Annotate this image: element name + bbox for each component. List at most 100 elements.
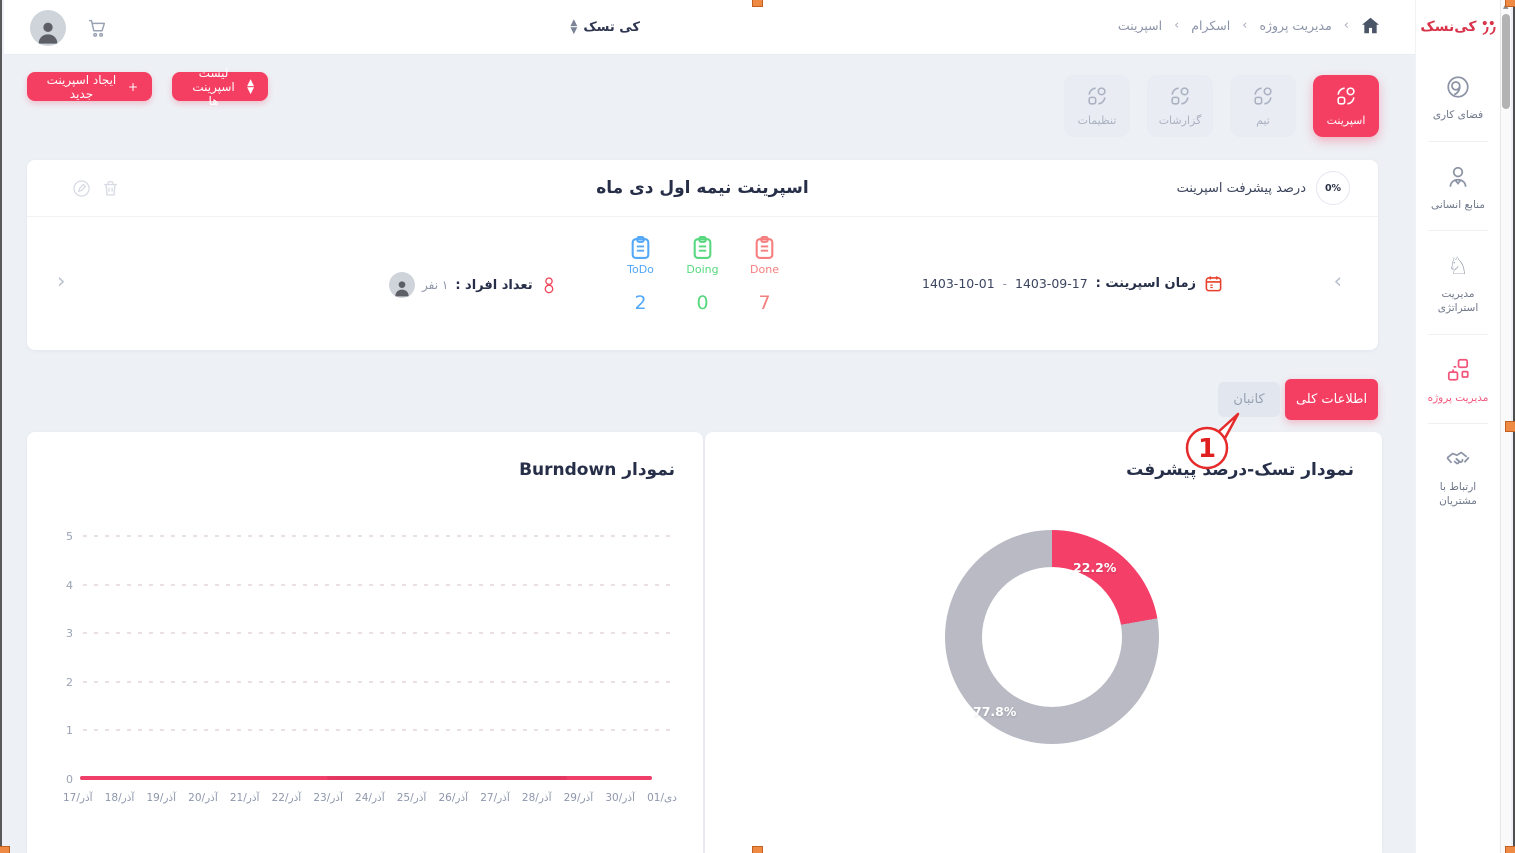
frame-handle-top-center[interactable] [752, 0, 763, 7]
sidebar-divider [1428, 140, 1488, 142]
sprint-card: 0% درصد پیشرفت اسپرینت اسپرینت نیمه اول … [27, 160, 1378, 350]
frame-handle-top-right[interactable] [1505, 0, 1515, 7]
tab-kanban[interactable]: کانبان [1218, 382, 1280, 417]
x-tick: آذر/29 [563, 792, 594, 804]
person-icon [1449, 166, 1467, 187]
breadcrumb-separator: › [1343, 18, 1349, 33]
members-value: ۱ نفر [422, 278, 449, 292]
tab-settings[interactable]: تنظیمات [1064, 75, 1130, 137]
x-tick: دی/01 [647, 792, 677, 804]
burndown-chart-card: نمودار Burndown 5 4 3 2 1 0 آذر/17 آذر/1… [27, 432, 703, 853]
breadcrumb-separator: › [1242, 18, 1248, 33]
status-label: Done [750, 263, 779, 276]
donut-chart-title: نمودار تسک-درصد پیشرفت [1126, 460, 1354, 480]
x-tick: آذر/22 [271, 792, 302, 804]
sprint-list-button[interactable]: ▲ ▼ لیست اسپرینت ها [172, 66, 268, 108]
progress-label: درصد پیشرفت اسپرینت [1176, 180, 1306, 196]
cart-icon[interactable] [86, 17, 108, 39]
sidebar-divider [1428, 423, 1488, 425]
sidebar-item-strategy-management[interactable]: ♘ مدیریت استراتژی [1416, 233, 1500, 331]
sprint-end-date: 1403-10-01 [922, 276, 995, 291]
y-tick: 5 [66, 529, 73, 543]
delete-icon[interactable] [101, 179, 120, 198]
next-sprint-arrow[interactable]: › [1333, 269, 1342, 293]
x-tick: آذر/24 [355, 792, 385, 804]
tab-reports[interactable]: گزارشات [1147, 75, 1213, 137]
sprint-progress: 0% درصد پیشرفت اسپرینت [1177, 171, 1350, 205]
tab-label: تیم [1256, 114, 1270, 127]
prev-sprint-arrow[interactable]: ‹ [57, 269, 66, 293]
header-left-actions [30, 10, 108, 46]
frame-handle-bottom-left[interactable] [0, 846, 10, 853]
chevron-up-down-icon: ▲ ▼ [247, 77, 254, 96]
burndown-chart-title: نمودار Burndown [519, 460, 675, 480]
category-icon [1171, 87, 1189, 105]
status-count: 7 [758, 292, 771, 314]
progress-circle: 0% [1316, 171, 1350, 205]
members-label: تعداد افراد : [455, 277, 533, 293]
task-progress-chart-card: نمودار تسک-درصد پیشرفت 22.2% 77.8% [705, 432, 1382, 853]
sprint-card-body: › ‹ زمان اسپرینت : 1403-09-17 - 1403-10-… [27, 217, 1378, 349]
x-tick: آذر/23 [313, 792, 343, 804]
sprint-time: زمان اسپرینت : 1403-09-17 - 1403-10-01 [922, 274, 1223, 293]
workspace-selector[interactable]: کی تسک ▲ ▼ [570, 19, 640, 36]
member-avatar[interactable] [389, 272, 415, 298]
home-icon[interactable] [1361, 17, 1380, 34]
sidebar-item-human-resources[interactable]: منابع انسانی [1416, 144, 1500, 229]
clipboard-icon [755, 236, 774, 259]
status-count: 2 [634, 292, 647, 314]
annotation-badge-number: 1 [1198, 434, 1216, 464]
plus-icon: + [127, 79, 138, 94]
status-label: Doing [686, 263, 719, 276]
burndown-line [327, 776, 567, 780]
brand-logo[interactable]: کی‌نسک [1416, 0, 1500, 54]
tab-label: تنظیمات [1077, 114, 1117, 127]
sprint-title: اسپرینت نیمه اول دی ماه [596, 178, 809, 198]
edit-icon[interactable] [72, 179, 91, 198]
gridline [83, 729, 675, 731]
tab-sprint[interactable]: اسپرینت [1313, 75, 1379, 137]
tab-general-info[interactable]: اطلاعات کلی [1285, 379, 1378, 420]
sidebar-item-label: ارتباط با مشتریان [1439, 481, 1477, 507]
gridline [83, 584, 675, 586]
frame-handle-right-middle[interactable] [1505, 421, 1515, 432]
scrollbar-thumb[interactable] [1502, 14, 1510, 109]
sidebar-item-customer-relations[interactable]: ارتباط با مشتریان [1416, 426, 1500, 524]
user-avatar[interactable] [30, 10, 66, 46]
sidebar-item-workspace[interactable]: فضای کاری [1416, 54, 1500, 139]
gridline [83, 535, 675, 537]
calendar-icon [1205, 276, 1222, 292]
x-tick: آذر/27 [480, 792, 510, 804]
chess-knight-icon: ♘ [1447, 252, 1469, 281]
tab-team[interactable]: تیم [1230, 75, 1296, 137]
breadcrumb-item-scrum[interactable]: اسکرام [1191, 18, 1231, 33]
tab-label: اطلاعات کلی [1295, 392, 1368, 407]
frame-handle-bottom-right[interactable] [1505, 846, 1515, 853]
sidebar-item-label: فضای کاری [1432, 109, 1484, 121]
workspace-selector-label: کی تسک [583, 19, 640, 35]
category-icon [1088, 87, 1106, 105]
breadcrumb-item-sprint[interactable]: اسپرینت [1117, 18, 1163, 33]
tab-label: اسپرینت [1326, 114, 1366, 127]
x-tick: آذر/20 [188, 792, 218, 804]
workspace-icon [1447, 76, 1469, 98]
frame-handle-bottom-center[interactable] [752, 846, 763, 853]
status-label: ToDo [627, 263, 654, 276]
sprint-members: تعداد افراد : ۱ نفر [389, 272, 558, 298]
y-tick: 1 [66, 723, 73, 737]
module-tabs: اسپرینت تیم گزارشات تنظیمات [1064, 75, 1379, 137]
main-sidebar: کی‌نسک فضای کاری منابع انسانی ♘ مدیریت ا… [1415, 0, 1500, 853]
donut-chart: 22.2% 77.8% [945, 530, 1159, 744]
sidebar-divider [1428, 230, 1488, 232]
person-icon [544, 277, 554, 294]
handshake-icon [1446, 451, 1470, 465]
breadcrumb-item-project-management[interactable]: مدیریت پروژه [1259, 18, 1332, 33]
burndown-plot: 5 4 3 2 1 0 آذر/17 آذر/18 آذر/19 آذر/20 … [27, 432, 703, 853]
grid-row: 0 [57, 772, 675, 786]
status-done: Done 7 [741, 235, 789, 314]
create-sprint-label: ایجاد اسپرینت جدید [46, 72, 117, 101]
create-sprint-button[interactable]: + ایجاد اسپرینت جدید [27, 72, 152, 101]
sidebar-item-project-management[interactable]: مدیریت پروژه [1416, 337, 1500, 422]
status-count: 0 [696, 292, 709, 314]
grid-row: 1 [57, 723, 675, 737]
